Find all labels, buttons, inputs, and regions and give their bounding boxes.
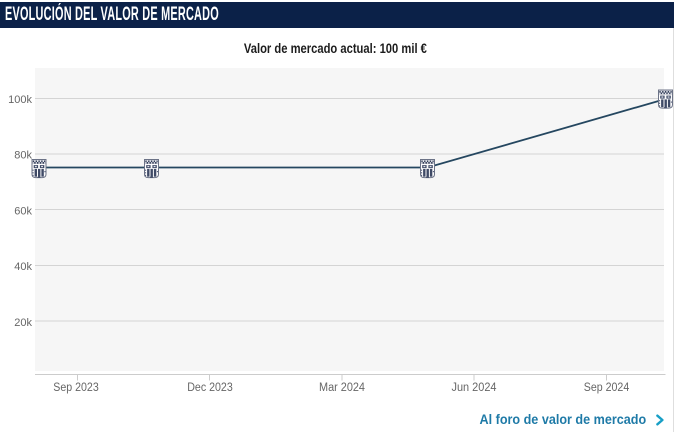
svg-text:40k: 40k	[14, 261, 32, 273]
svg-text:Mar 2024: Mar 2024	[319, 382, 366, 394]
svg-text:Sep 2024: Sep 2024	[584, 382, 630, 394]
svg-text:Jun 2024: Jun 2024	[452, 382, 498, 394]
svg-text:Sep 2023: Sep 2023	[53, 382, 99, 394]
svg-text:100k: 100k	[8, 94, 32, 106]
svg-text:60k: 60k	[14, 206, 32, 218]
svg-text:20k: 20k	[14, 317, 32, 329]
svg-text:80k: 80k	[14, 150, 32, 162]
svg-text:Dec 2023: Dec 2023	[187, 382, 233, 394]
